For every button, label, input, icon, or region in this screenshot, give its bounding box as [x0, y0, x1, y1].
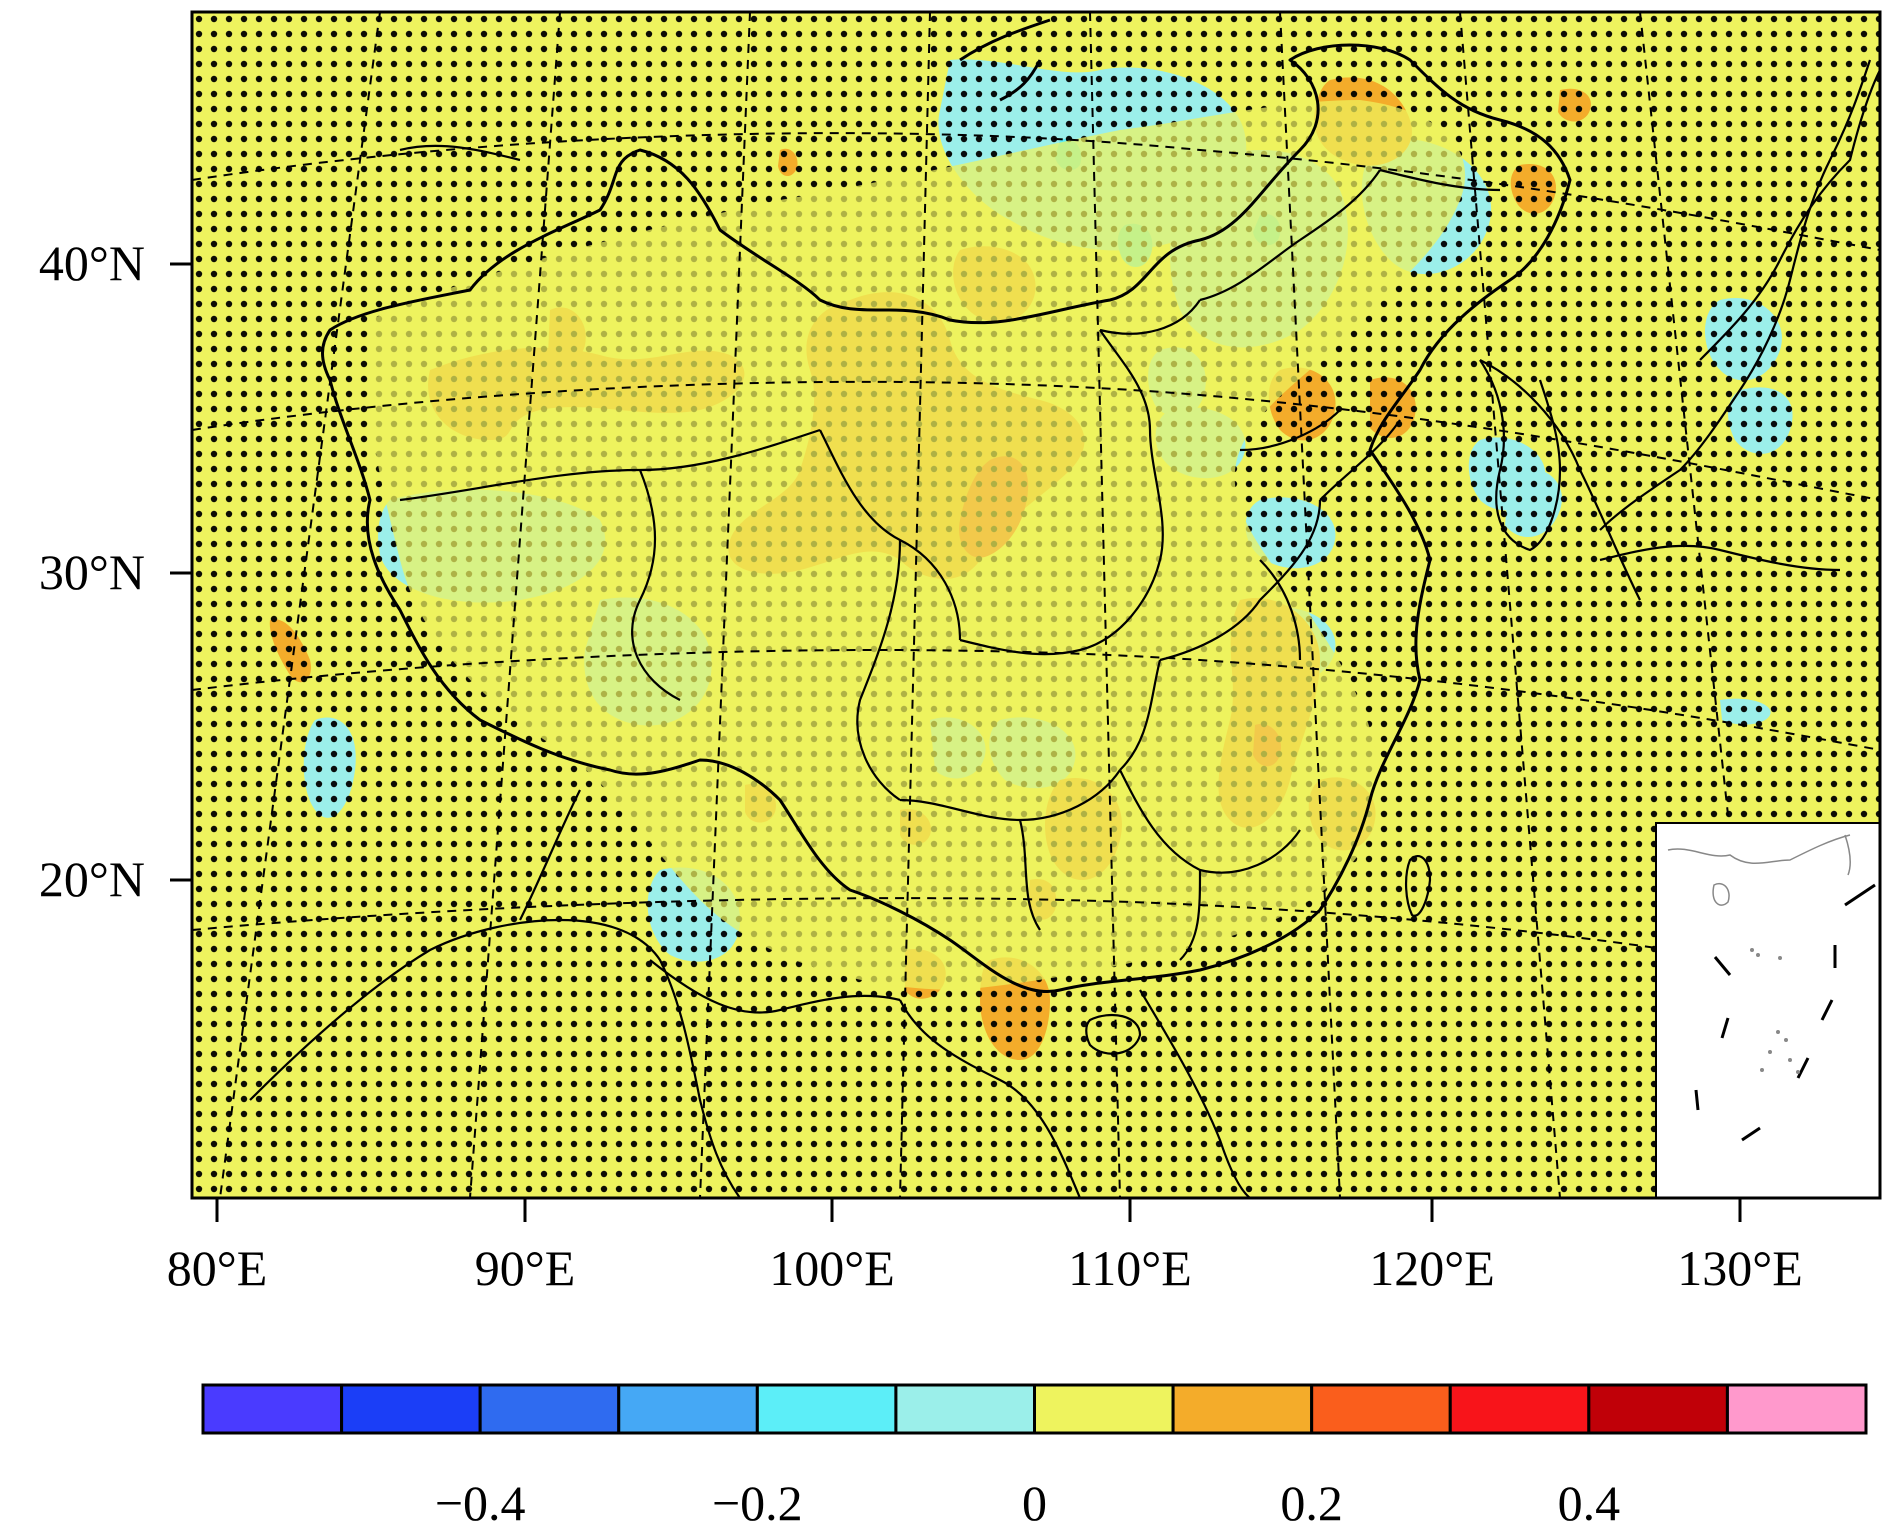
colorbar-tick-label: 0.2 — [1280, 1475, 1343, 1524]
colorbar-segment — [1725, 1383, 1868, 1435]
colorbar-segment — [755, 1383, 898, 1435]
neighbor-borders — [249, 69, 1880, 1198]
colorbar-tick-label: −0.2 — [712, 1475, 803, 1524]
lon-label-80E: 80°E — [167, 1240, 268, 1296]
hainan — [1085, 1013, 1142, 1055]
korea-coast — [1479, 359, 1562, 552]
inset-dashed-boundary — [1694, 883, 1876, 1142]
longitude-axis: 80°E 90°E 100°E 110°E 120°E 130°E — [167, 1198, 1803, 1296]
colorbar-segment — [1587, 1383, 1729, 1435]
japan-coast — [1599, 59, 1872, 531]
inset-box — [1655, 822, 1880, 1198]
lat-label-30N: 30°N — [39, 544, 145, 600]
colorbar-tick-label: 0 — [1022, 1475, 1047, 1524]
colorbar-segment — [617, 1383, 759, 1435]
borders — [249, 18, 1880, 1198]
lon-label-130E: 130°E — [1677, 1240, 1803, 1296]
inset-coast — [1667, 834, 1851, 906]
province-borders — [399, 168, 1501, 961]
graticule — [192, 12, 1880, 1198]
colorbar-segment — [201, 1383, 344, 1435]
lat-label-20N: 20°N — [39, 851, 145, 907]
lon-label-110E: 110°E — [1068, 1240, 1192, 1296]
colorbar-segment — [478, 1383, 621, 1435]
colorbar-segment — [1448, 1383, 1591, 1435]
colorbar-segment — [340, 1383, 482, 1435]
latitude-axis: 40°N 30°N 20°N — [39, 235, 192, 907]
lon-label-100E: 100°E — [769, 1240, 895, 1296]
lat-label-40N: 40°N — [39, 235, 145, 291]
colorbar-segment — [1310, 1383, 1452, 1435]
lon-label-120E: 120°E — [1369, 1240, 1495, 1296]
inland-sea-coast — [959, 18, 1051, 102]
lon-label-90E: 90°E — [475, 1240, 576, 1296]
colorbar-tick-labels: −0.4 −0.2 0 0.2 0.4 — [435, 1475, 1620, 1524]
colorbar-segment — [894, 1383, 1037, 1435]
map-frame — [190, 10, 1882, 1200]
south-china-sea-inset — [1655, 822, 1880, 1198]
colorbar-tick-label: −0.4 — [435, 1475, 526, 1524]
colorbar-segment — [1033, 1383, 1175, 1435]
colorbar-tick-label: 0.4 — [1558, 1475, 1621, 1524]
map-panel — [192, 12, 1880, 1198]
china-outline — [321, 43, 1572, 993]
taiwan — [1405, 855, 1432, 917]
colorbar — [201, 1383, 1868, 1435]
colorbar-segment — [1171, 1383, 1314, 1435]
inset-islands — [1750, 948, 1800, 1074]
